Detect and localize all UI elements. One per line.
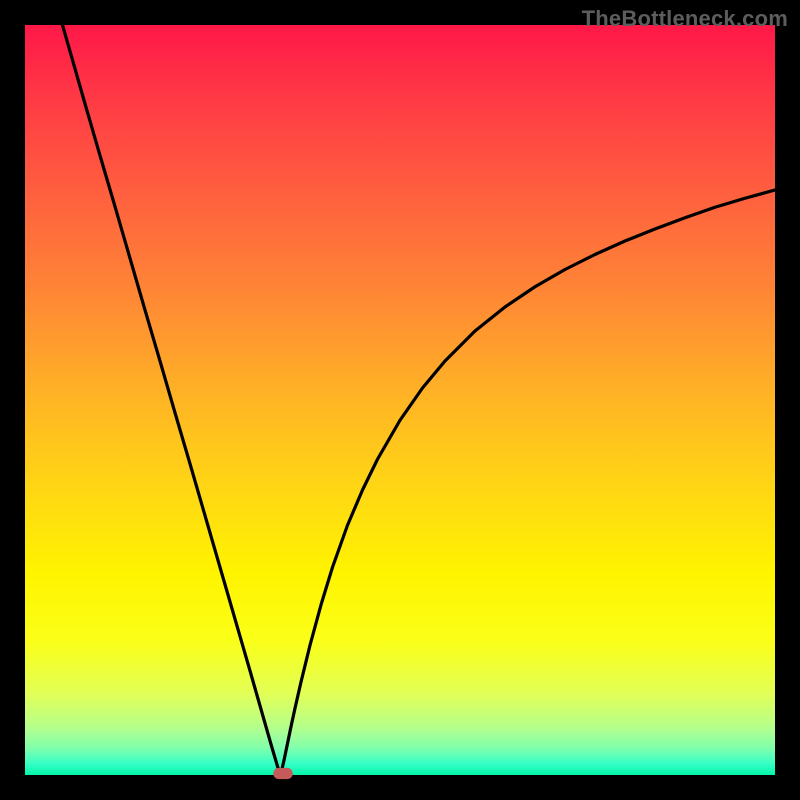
bottleneck-chart xyxy=(0,0,800,800)
watermark-text: TheBottleneck.com xyxy=(582,6,788,32)
chart-background xyxy=(25,25,775,775)
chart-container: TheBottleneck.com xyxy=(0,0,800,800)
optimal-point-marker xyxy=(273,768,293,779)
